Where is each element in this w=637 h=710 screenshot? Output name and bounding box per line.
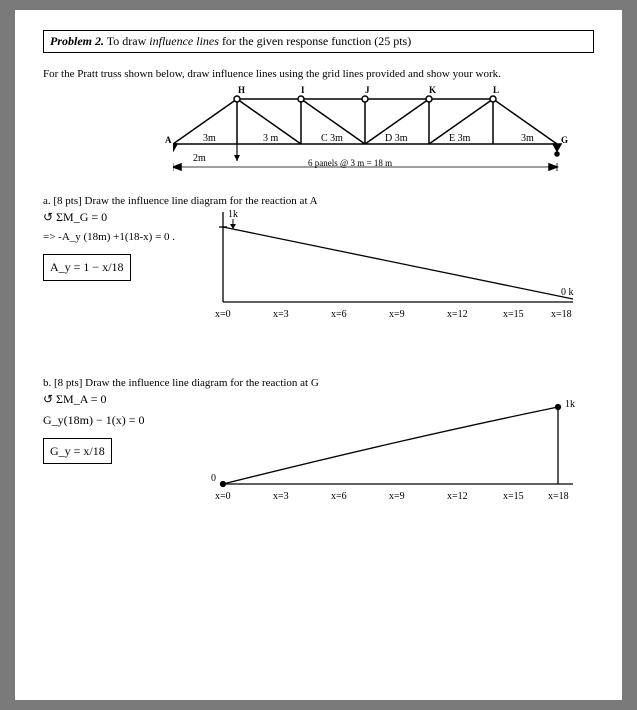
svg-text:x=3: x=3	[273, 491, 289, 502]
svg-text:x=6: x=6	[331, 309, 347, 320]
svg-text:x=0: x=0	[215, 309, 231, 320]
work-a1: ↺ ΣM_G = 0	[43, 207, 193, 227]
problem-italic: influence lines	[149, 34, 219, 48]
page: Problem 2. To draw influence lines for t…	[15, 10, 622, 700]
boxed-a: A_y = 1 − x/18	[43, 254, 131, 280]
plot-a: 1k 0 k x=0 x=3 x=6 x=9 x=12 x=15 x=18	[203, 207, 594, 347]
truss-svg: 3m 3 m C 3m D 3m E 3m 3m 6 panels @ 3 m …	[173, 89, 573, 189]
svg-text:3m: 3m	[521, 133, 534, 144]
svg-text:C 3m: C 3m	[321, 133, 343, 144]
svg-text:1k: 1k	[565, 399, 575, 410]
problem-suffix: for the given response function (25 pts)	[219, 34, 411, 48]
svg-text:x=18: x=18	[548, 491, 569, 502]
svg-text:6 panels @ 3 m = 18 m: 6 panels @ 3 m = 18 m	[308, 158, 392, 168]
svg-text:D 3m: D 3m	[385, 133, 408, 144]
svg-text:x=18: x=18	[551, 309, 572, 320]
problem-title-box: Problem 2. To draw influence lines for t…	[43, 30, 594, 53]
part-a-work: ↺ ΣM_G = 0 => -A_y (18m) +1(18-x) = 0 . …	[43, 207, 193, 347]
svg-text:x=12: x=12	[447, 491, 468, 502]
work-b2: G_y(18m) − 1(x) = 0	[43, 410, 193, 430]
svg-text:x=15: x=15	[503, 491, 524, 502]
svg-text:1k: 1k	[228, 209, 238, 220]
svg-text:E 3m: E 3m	[449, 133, 471, 144]
truss-diagram: H I J K L A G	[173, 89, 563, 189]
work-a2: => -A_y (18m) +1(18-x) = 0 .	[43, 228, 193, 247]
problem-prefix: To draw	[107, 34, 149, 48]
intro-text: For the Pratt truss shown below, draw in…	[43, 67, 594, 81]
boxed-b: G_y = x/18	[43, 438, 112, 464]
svg-text:x=15: x=15	[503, 309, 524, 320]
work-b1: ↺ ΣM_A = 0	[43, 389, 193, 409]
part-b-work: ↺ ΣM_A = 0 G_y(18m) − 1(x) = 0 G_y = x/1…	[43, 389, 193, 529]
svg-text:x=12: x=12	[447, 309, 468, 320]
part-b-heading: b. [8 pts] Draw the influence line diagr…	[43, 377, 594, 389]
svg-text:x=3: x=3	[273, 309, 289, 320]
svg-text:2m: 2m	[193, 153, 206, 164]
svg-text:3m: 3m	[203, 133, 216, 144]
svg-text:0: 0	[211, 473, 216, 484]
problem-label: Problem 2.	[50, 34, 104, 48]
svg-text:x=0: x=0	[215, 491, 231, 502]
svg-text:x=9: x=9	[389, 491, 405, 502]
part-a-heading: a. [8 pts] Draw the influence line diagr…	[43, 195, 594, 207]
svg-text:x=9: x=9	[389, 309, 405, 320]
svg-text:3 m: 3 m	[263, 133, 279, 144]
svg-text:0 k: 0 k	[561, 287, 574, 298]
node-a: A	[165, 135, 172, 145]
svg-text:x=6: x=6	[331, 491, 347, 502]
plot-b: 0 1k x=0 x=3 x=6 x=9 x=12 x=15 x=18	[203, 389, 594, 529]
